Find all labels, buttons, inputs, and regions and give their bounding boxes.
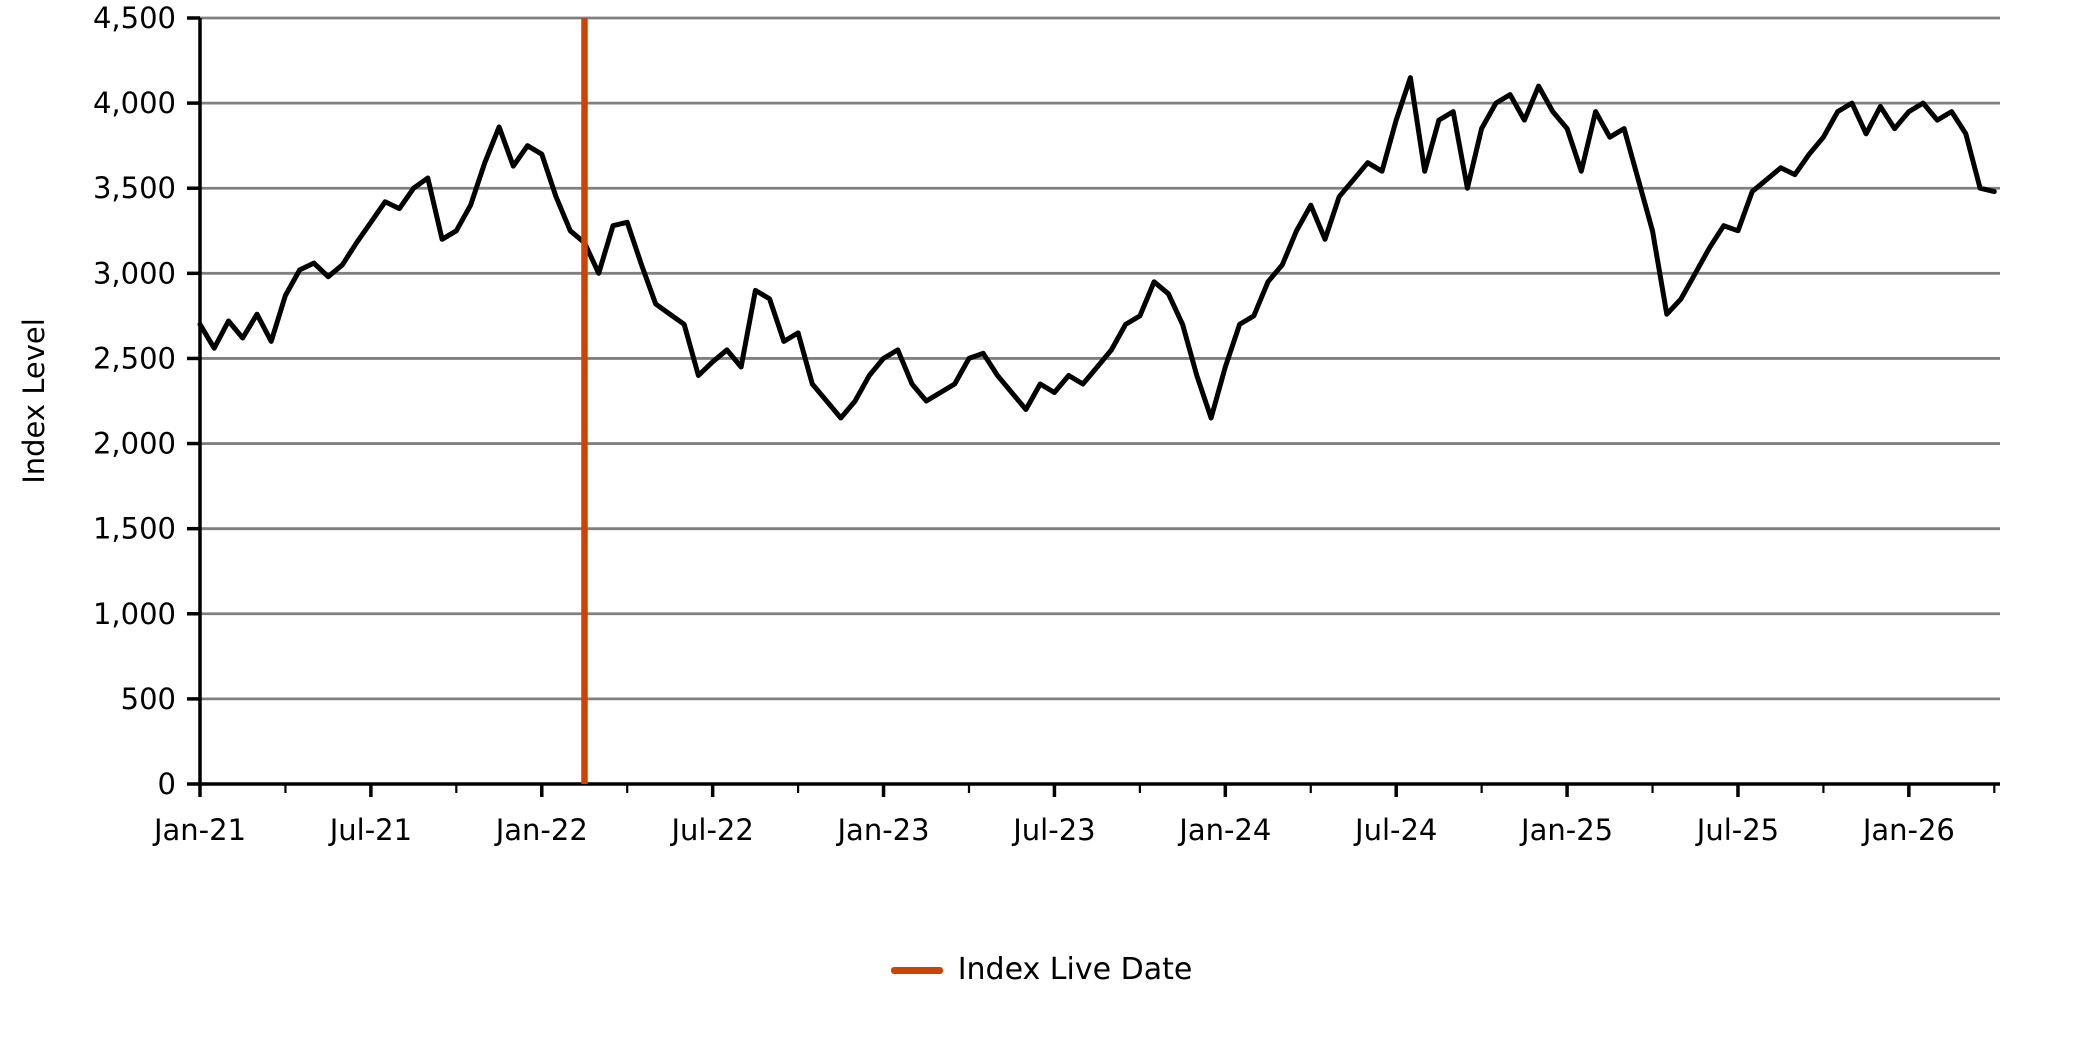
index-series-line (197, 75, 1997, 421)
y-tick-label: 3,500 (93, 171, 176, 205)
y-tick-label: 2,000 (93, 427, 176, 461)
live-date-legend-swatch-icon (890, 966, 943, 974)
live-date-legend-label: Index Live Date (957, 952, 1193, 987)
y-axis-title: Index Level (17, 318, 51, 484)
x-tick-label: Jan-23 (836, 813, 930, 847)
x-tick-label: Jul-23 (1011, 813, 1095, 847)
x-tick-label: Jan-25 (1519, 813, 1613, 847)
legend: Index Live Date (0, 955, 2083, 985)
x-tick-label: Jul-25 (1695, 813, 1779, 847)
x-tick-label: Jan-21 (152, 813, 246, 847)
x-tick-label: Jan-24 (1177, 813, 1271, 847)
x-tick-label: Jul-22 (669, 813, 753, 847)
x-tick-label: Jul-24 (1353, 813, 1437, 847)
y-tick-label: 3,000 (93, 256, 176, 290)
x-tick-label: Jan-22 (494, 813, 588, 847)
y-tick-label: 4,500 (93, 1, 176, 35)
y-tick-label: 2,500 (93, 341, 176, 375)
y-tick-label: 1,000 (93, 597, 176, 631)
y-tick-label: 1,500 (93, 512, 176, 546)
y-tick-label: 500 (121, 682, 176, 716)
y-tick-label: 4,000 (93, 86, 176, 120)
y-tick-label: 0 (158, 767, 176, 801)
x-tick-label: Jan-26 (1861, 813, 1955, 847)
x-tick-label: Jul-21 (328, 813, 412, 847)
